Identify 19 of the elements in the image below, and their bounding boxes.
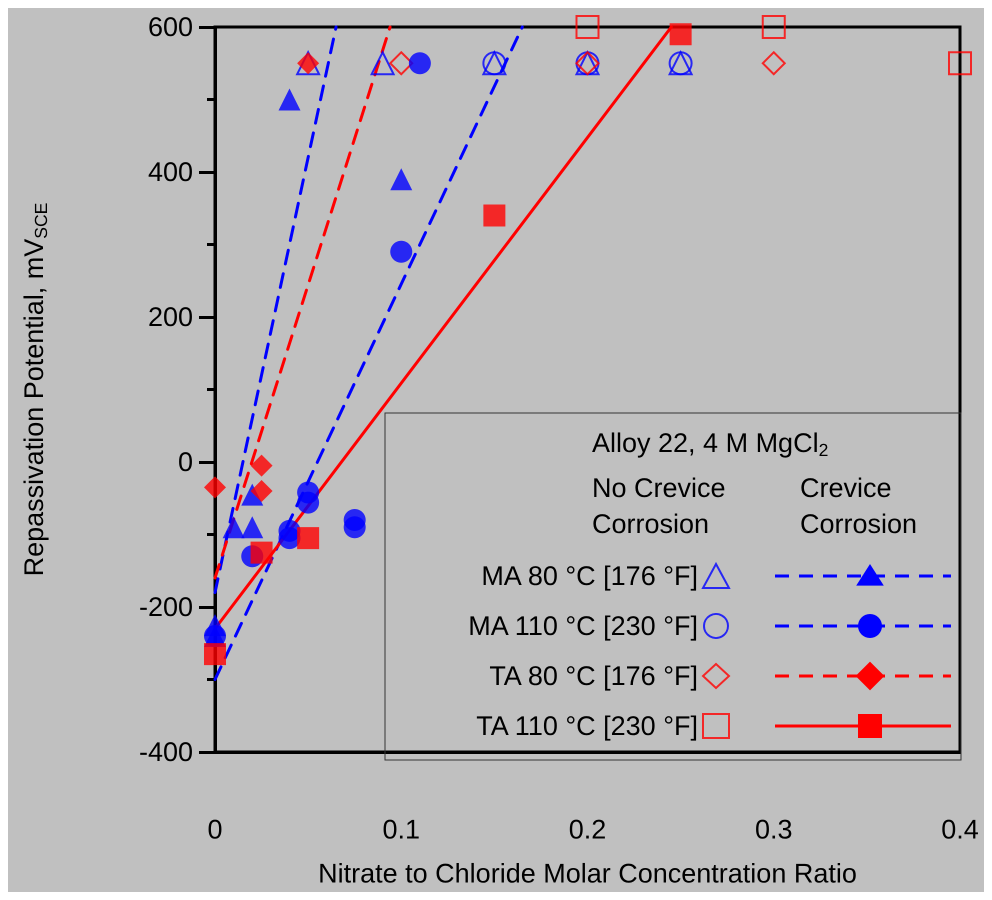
y-tick-label: 200 — [148, 302, 193, 332]
legend-label: MA 80 °C [176 °F] — [481, 561, 698, 591]
annotation: Crevice Corrosion — [800, 473, 918, 539]
y-tick-label: -400 — [138, 737, 193, 767]
x-axis-title: Nitrate to Chloride Molar Concentration Ratio — [318, 858, 857, 888]
x-tick-label: 0.4 — [941, 814, 979, 844]
x-tick-label: 0.1 — [382, 814, 420, 844]
y-tick-label: 0 — [178, 447, 193, 477]
x-tick-label: 0.2 — [568, 814, 606, 844]
legend-label: TA 110 °C [230 °F] — [476, 711, 698, 741]
legend-label: MA 110 °C [230 °F] — [468, 611, 698, 641]
y-tick-label: 400 — [148, 157, 193, 187]
annotation: No Crevice Corrosion — [592, 473, 726, 539]
x-tick-label: 0.3 — [754, 814, 793, 844]
legend-label: TA 80 °C [176 °F] — [489, 661, 698, 691]
y-tick-label: -200 — [138, 592, 193, 622]
y-tick-label: 600 — [148, 12, 193, 42]
x-tick-label: 0 — [207, 814, 223, 844]
y-axis-title: Repassivation Potential, mVSCE — [19, 202, 51, 576]
